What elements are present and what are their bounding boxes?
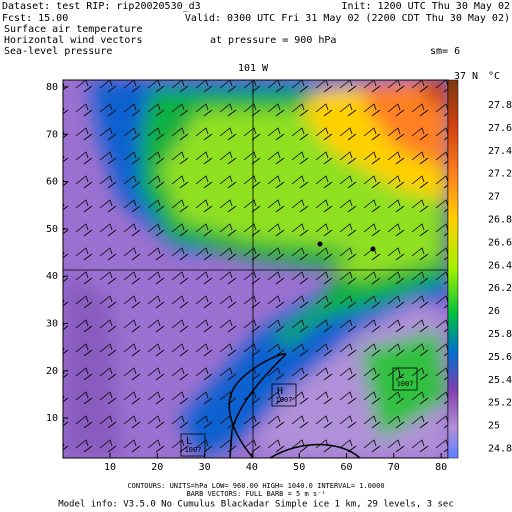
footer-line: BARB VECTORS: FULL BARB = 5 m s⁻¹ <box>186 490 325 498</box>
center-box <box>180 433 206 457</box>
colorbar-label: 27 <box>488 192 500 203</box>
y-tick-label: 70 <box>46 129 58 140</box>
colorbar-label: 25.4 <box>488 375 512 386</box>
colorbar-label: 27.6 <box>488 123 512 134</box>
x-tick-label: 30 <box>199 462 211 473</box>
y-tick-label: 30 <box>46 319 58 330</box>
colorbar-label: 27.8 <box>488 100 512 111</box>
center-symbol: L <box>186 436 192 447</box>
center-box <box>271 383 297 407</box>
unit: °C <box>488 71 500 82</box>
valid: Valid: 0300 UTC Fri 31 May 02 (2200 CDT … <box>185 13 510 24</box>
center-symbol: L <box>398 370 404 381</box>
center-value: 1007 <box>397 380 414 388</box>
x-tick-label: 50 <box>293 462 305 473</box>
y-tick-label: 50 <box>46 224 58 235</box>
y-tick-label: 20 <box>46 366 58 377</box>
colorbar-label: 25.8 <box>488 329 512 340</box>
fcst: Fcst: 15.00 <box>2 13 68 24</box>
dataset: Dataset: test RIP: rip20020530_d3 <box>2 1 201 12</box>
center-value: 1007 <box>276 396 293 404</box>
y-tick-label: 60 <box>46 177 58 188</box>
colorbar-label: 26.8 <box>488 215 512 226</box>
colorbar-label: 25.6 <box>488 352 512 363</box>
pressure-level: at pressure = 900 hPa <box>210 35 336 46</box>
colorbar-label: 24.8 <box>488 444 512 455</box>
colorbar <box>447 79 459 459</box>
y-tick-label: 80 <box>46 82 58 93</box>
field: Sea-level pressure <box>4 46 112 57</box>
field: Horizontal wind vectors <box>4 35 142 46</box>
center-symbol: H <box>277 386 283 397</box>
center-box <box>392 367 418 391</box>
colorbar-label: 25 <box>488 421 500 432</box>
x-tick-label: 60 <box>340 462 352 473</box>
footer-line: CONTOURS: UNITS=hPa LOW= 960.00 HIGH= 10… <box>127 482 384 490</box>
x-tick-label: 80 <box>435 462 447 473</box>
lat-label: 37 N <box>454 71 478 82</box>
colorbar-label: 27.4 <box>488 146 512 157</box>
center-value: 1007 <box>185 446 202 454</box>
y-tick-label: 10 <box>46 413 58 424</box>
field-map <box>63 80 448 458</box>
colorbar-label: 27.2 <box>488 169 512 180</box>
colorbar-label: 26 <box>488 306 500 317</box>
x-tick-label: 40 <box>246 462 258 473</box>
footer-line: Model info: V3.5.0 No Cumulus Blackadar … <box>58 500 454 510</box>
x-tick-label: 20 <box>151 462 163 473</box>
init: Init: 1200 UTC Thu 30 May 02 <box>341 1 510 12</box>
field: Surface air temperature <box>4 24 142 35</box>
colorbar-label: 26.6 <box>488 237 512 248</box>
colorbar-label: 25.2 <box>488 398 512 409</box>
lon-label: 101 W <box>238 63 269 74</box>
smoothing: sm= 6 <box>430 46 460 57</box>
colorbar-label: 26.4 <box>488 260 512 271</box>
y-tick-label: 40 <box>46 271 58 282</box>
x-tick-label: 10 <box>104 462 116 473</box>
x-tick-label: 70 <box>388 462 400 473</box>
colorbar-label: 26.2 <box>488 283 512 294</box>
